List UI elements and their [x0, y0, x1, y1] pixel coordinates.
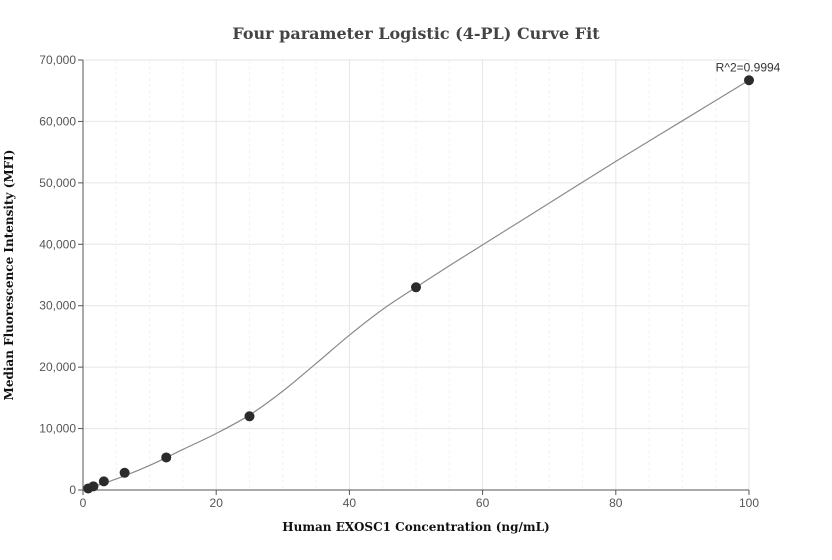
x-tick-label: 20	[210, 496, 224, 510]
data-points	[83, 75, 754, 494]
y-axis-label: Median Fluorescence Intensity (MFI)	[2, 150, 16, 401]
x-tick-label: 100	[739, 496, 759, 510]
fit-curve	[82, 79, 750, 491]
x-axis-label: Human EXOSC1 Concentration (ng/mL)	[282, 520, 549, 534]
grid	[83, 59, 750, 490]
tick-labels: 0 20 40 60 80 100 0 10,000 20,000 30,000 40,000 50,…	[39, 53, 759, 510]
x-tick-label: 0	[80, 496, 87, 510]
y-tick-label: 70,000	[39, 53, 76, 67]
r-squared-annotation: R^2=0.9994	[716, 60, 781, 74]
data-point	[88, 481, 99, 492]
data-point	[119, 467, 130, 478]
y-tick-label: 40,000	[39, 237, 76, 251]
data-point	[744, 75, 754, 86]
x-tick-label: 40	[343, 496, 357, 510]
y-tick-label: 50,000	[39, 176, 76, 190]
y-tick-label: 30,000	[39, 299, 76, 313]
y-tick-label: 10,000	[39, 422, 76, 436]
y-tick-label: 60,000	[39, 114, 76, 128]
data-point	[161, 452, 172, 463]
x-tick-label: 80	[609, 496, 623, 510]
data-point	[98, 476, 109, 487]
axes	[82, 60, 749, 491]
data-point	[244, 411, 255, 422]
y-tick-label: 0	[69, 483, 76, 497]
data-point	[411, 282, 421, 293]
x-tick-label: 60	[476, 496, 490, 510]
y-tick-label: 20,000	[39, 360, 76, 374]
chart-title: Four parameter Logistic (4-PL) Curve Fit	[232, 24, 600, 43]
